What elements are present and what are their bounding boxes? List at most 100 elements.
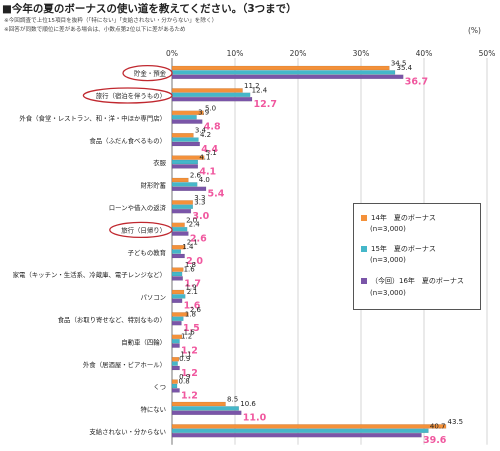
bar xyxy=(171,433,422,438)
bar xyxy=(171,334,183,339)
data-label: 1.5 xyxy=(183,323,200,334)
x-tick-label: 0% xyxy=(166,49,178,58)
x-tick-label: 50% xyxy=(479,49,496,58)
bar xyxy=(171,200,193,205)
bar xyxy=(171,92,251,97)
bar xyxy=(171,164,198,169)
data-label: 1.2 xyxy=(181,346,198,357)
data-label: 1.2 xyxy=(181,368,198,379)
bar xyxy=(171,110,204,115)
bar xyxy=(171,137,199,142)
bar xyxy=(171,159,198,165)
category-label: 旅行（日帰り） xyxy=(121,225,166,234)
category-label: パソコン xyxy=(140,294,166,302)
data-label: 11.0 xyxy=(243,413,267,424)
data-label: 4.8 xyxy=(204,122,221,133)
bar xyxy=(171,410,242,415)
bar xyxy=(171,321,182,326)
legend-label-16: （今回）16年 夏のボーナス xyxy=(371,277,464,285)
bar xyxy=(171,133,194,138)
data-label: 43.5 xyxy=(448,418,464,426)
category-label: 食品（お取り寄せなど、特別なもの） xyxy=(58,315,166,324)
data-label: 12.4 xyxy=(252,86,268,94)
data-label: 11.2 xyxy=(244,82,260,90)
legend-swatch-16 xyxy=(361,278,367,284)
data-label: 10.6 xyxy=(240,400,256,408)
bar xyxy=(171,249,181,254)
legend-item-14: 14年 夏のボーナス xyxy=(361,213,436,223)
data-label: 1.6 xyxy=(184,328,196,336)
bar xyxy=(171,141,200,147)
value-labels: 34.535.4 36.7 11.212.4 12.7 5.03.9 4.83.44.2 4… xyxy=(179,60,464,447)
legend-swatch-15 xyxy=(361,246,367,252)
highlight-circle xyxy=(82,87,173,104)
data-label: 4.4 xyxy=(201,144,218,155)
category-label: ローンや借入の返済 xyxy=(109,203,167,212)
bar xyxy=(171,388,180,393)
data-label: 1.9 xyxy=(185,284,196,292)
category-label: 家電（キッチン・生活系、冷蔵庫、電子レンジなど） xyxy=(13,270,166,279)
bar xyxy=(171,406,239,411)
category-label: 旅行（宿泊を伴うもの） xyxy=(96,91,166,100)
legend-item-16: （今回）16年 夏のボーナス xyxy=(361,276,464,286)
bar xyxy=(171,209,192,214)
data-label: 36.7 xyxy=(405,77,428,88)
bar xyxy=(171,271,183,277)
data-label: 1.6 xyxy=(184,301,201,312)
data-label: 5.4 xyxy=(208,189,225,200)
data-label: 2.1 xyxy=(187,239,198,247)
bar xyxy=(171,294,186,299)
data-label: 2.1 xyxy=(187,288,198,296)
x-tick-label: 20% xyxy=(290,49,307,58)
bar xyxy=(171,119,203,124)
bar xyxy=(171,253,185,259)
category-label: 貯金・預金 xyxy=(134,69,167,78)
legend-n-16: (n=3,000) xyxy=(370,289,406,297)
category-label: 外食（食堂・レストラン、和・洋・中ほか専門店） xyxy=(19,113,166,122)
x-tick-label: 40% xyxy=(416,49,433,58)
bar xyxy=(171,231,189,236)
data-label: 1.6 xyxy=(184,266,196,274)
category-label: 食品（ふだん食べるもの） xyxy=(89,136,166,145)
category-label: 外食（居酒屋・ビアホール） xyxy=(83,360,166,369)
bar xyxy=(171,182,198,187)
bar xyxy=(171,357,180,362)
data-label: 1.7 xyxy=(184,278,201,289)
data-label: 3.3 xyxy=(194,198,205,206)
data-label: 1.4 xyxy=(182,243,194,251)
category-label: 衣服 xyxy=(153,158,166,167)
data-label: 3.0 xyxy=(192,211,209,222)
bar xyxy=(171,88,243,93)
data-label: 2.6 xyxy=(190,234,207,245)
bar xyxy=(171,227,188,232)
data-label: 12.7 xyxy=(254,99,277,110)
highlight-circle xyxy=(122,64,173,82)
data-label: 40.7 xyxy=(430,422,446,430)
bar xyxy=(171,312,189,317)
bar xyxy=(171,97,253,102)
data-label: 4.0 xyxy=(199,176,210,184)
category-label: 自動車（四輪） xyxy=(121,337,166,346)
data-label: 3.9 xyxy=(198,109,209,117)
data-label: 3.4 xyxy=(195,127,207,135)
data-label: 2.0 xyxy=(186,216,197,224)
data-label: 2.6 xyxy=(190,306,202,314)
data-label: 35.4 xyxy=(397,64,413,72)
data-label: 8.5 xyxy=(227,396,238,404)
legend-item-15: 15年 夏のボーナス xyxy=(361,244,436,254)
bar xyxy=(171,298,183,303)
category-label: 支給されない・分からない xyxy=(89,427,166,436)
data-label: 1.2 xyxy=(181,333,192,341)
bar xyxy=(171,401,226,407)
x-tick-label: 10% xyxy=(227,49,244,58)
chart-note-1: ※今回調査で上位15項目を抜粋（「特にない」「支給されない・分からない」を除く） xyxy=(4,18,218,24)
bar xyxy=(171,316,184,321)
bar xyxy=(171,186,207,191)
bar xyxy=(171,222,185,227)
unit-label: (%) xyxy=(468,26,481,35)
data-label: 1.8 xyxy=(185,310,196,318)
legend-n-15: (n=3,000) xyxy=(370,256,406,264)
x-tick-label: 30% xyxy=(353,49,370,58)
